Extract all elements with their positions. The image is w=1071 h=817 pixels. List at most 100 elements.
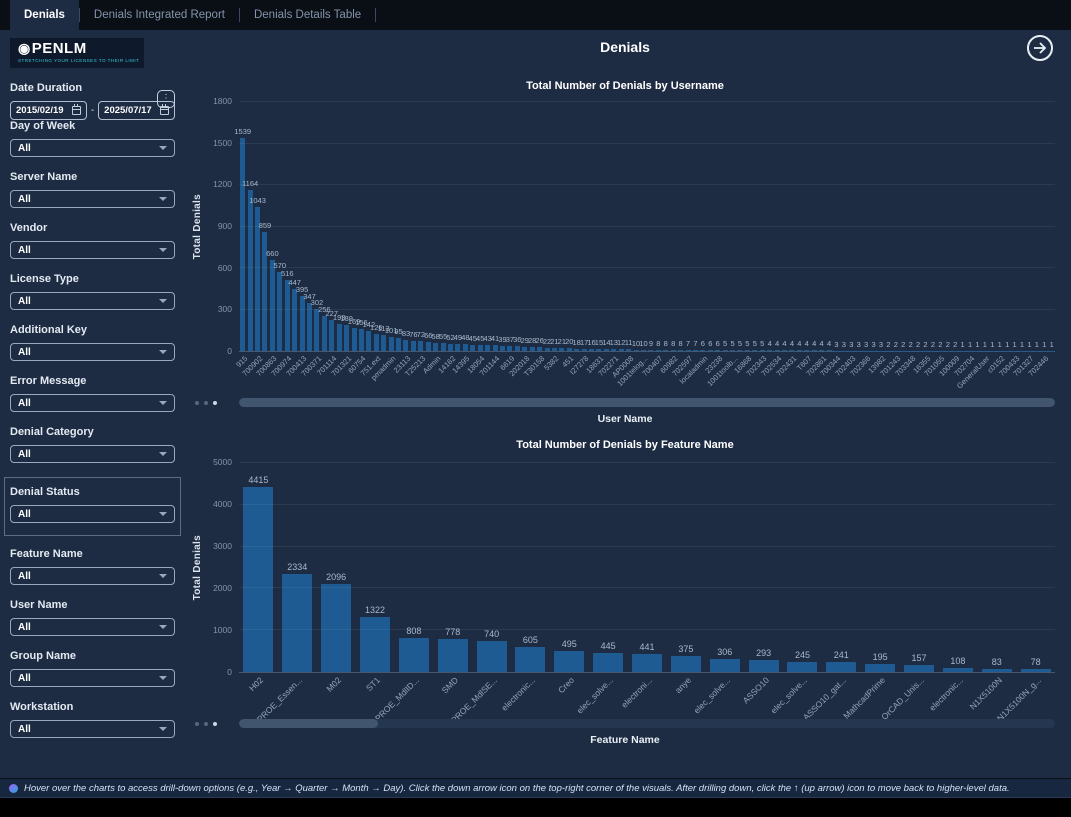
scrollbar-thumb[interactable] [239, 719, 378, 728]
bar[interactable] [603, 349, 609, 351]
bar[interactable] [243, 487, 274, 672]
bar[interactable] [544, 347, 550, 351]
bar[interactable] [589, 348, 595, 351]
group-name-select[interactable]: All [10, 669, 175, 687]
bar[interactable] [247, 189, 253, 351]
bar[interactable] [559, 348, 565, 351]
bar[interactable] [425, 341, 431, 351]
bar[interactable] [593, 653, 624, 672]
bar[interactable] [329, 319, 335, 351]
bar[interactable] [433, 342, 439, 351]
bar[interactable] [782, 350, 787, 351]
bar[interactable] [455, 344, 461, 351]
bar[interactable] [767, 350, 773, 351]
scrollbar-thumb[interactable] [239, 398, 1055, 407]
bar[interactable] [388, 337, 394, 351]
bar[interactable] [759, 350, 765, 351]
bar[interactable] [403, 339, 409, 351]
bar[interactable] [748, 659, 779, 672]
denial-status-select[interactable]: All [10, 505, 175, 523]
bar[interactable] [789, 350, 795, 351]
bar[interactable] [262, 232, 268, 351]
bar[interactable] [507, 345, 513, 351]
bar[interactable] [522, 347, 528, 351]
bar[interactable] [476, 641, 507, 672]
feature-name-select[interactable]: All [10, 567, 175, 585]
bar[interactable] [515, 646, 546, 672]
bar[interactable] [396, 337, 402, 351]
bar[interactable] [715, 350, 721, 351]
bar[interactable] [499, 345, 505, 351]
bar[interactable] [462, 344, 468, 351]
bar[interactable] [307, 303, 312, 351]
bar[interactable] [255, 206, 261, 351]
bar[interactable] [796, 350, 802, 351]
bar[interactable] [554, 651, 585, 672]
bar[interactable] [358, 329, 364, 351]
bar[interactable] [774, 350, 780, 351]
license-type-select[interactable]: All [10, 292, 175, 310]
bar[interactable] [865, 663, 896, 672]
horizontal-scrollbar[interactable] [239, 398, 1055, 407]
bar[interactable] [678, 349, 684, 351]
bar[interactable] [685, 350, 691, 351]
bar[interactable] [611, 349, 617, 351]
bar[interactable] [529, 347, 535, 351]
bar[interactable] [437, 639, 468, 672]
bar[interactable] [344, 324, 350, 351]
bar[interactable] [381, 335, 387, 351]
server-name-select[interactable]: All [10, 190, 175, 208]
bar[interactable] [730, 350, 736, 351]
bar[interactable] [410, 340, 416, 351]
bar[interactable] [707, 350, 713, 351]
bar[interactable] [284, 279, 290, 351]
bar[interactable] [566, 348, 572, 351]
bar[interactable] [448, 343, 454, 351]
bar[interactable] [632, 653, 663, 672]
bar[interactable] [618, 349, 624, 351]
bar[interactable] [826, 350, 832, 351]
more-options-icon[interactable]: ⋮ [157, 90, 175, 108]
bar[interactable] [942, 667, 973, 672]
bar[interactable] [398, 638, 429, 672]
bar[interactable] [787, 661, 818, 672]
bar[interactable] [574, 348, 580, 351]
calendar-icon[interactable] [160, 104, 169, 115]
bar[interactable] [804, 350, 810, 351]
bar[interactable] [722, 350, 728, 351]
workstation-select[interactable]: All [10, 720, 175, 738]
bar[interactable] [700, 350, 706, 351]
bar[interactable] [418, 341, 424, 351]
bar[interactable] [551, 348, 557, 351]
bar[interactable] [477, 344, 483, 351]
bar[interactable] [373, 333, 379, 351]
day-of-week-select[interactable]: All [10, 139, 175, 157]
end-date-input[interactable]: 2025/07/17 [98, 101, 175, 120]
tab-denials-integrated-report[interactable]: Denials Integrated Report [93, 9, 225, 21]
bar[interactable] [492, 345, 498, 351]
bar[interactable] [366, 331, 372, 351]
bar[interactable] [744, 350, 750, 351]
denial-category-select[interactable]: All [10, 445, 175, 463]
bar[interactable] [981, 668, 1012, 672]
next-page-arrow-button[interactable] [1027, 35, 1053, 61]
bar[interactable] [655, 349, 661, 351]
bar[interactable] [269, 259, 275, 351]
bar[interactable] [670, 349, 676, 351]
bar[interactable] [692, 350, 698, 351]
bar[interactable] [321, 315, 327, 351]
user-name-select[interactable]: All [10, 618, 175, 636]
bar[interactable] [277, 272, 283, 351]
bar[interactable] [351, 327, 357, 351]
bar[interactable] [737, 350, 743, 351]
bar[interactable] [648, 349, 654, 351]
bar[interactable] [633, 349, 639, 351]
bar[interactable] [360, 616, 390, 672]
bar[interactable] [752, 350, 758, 351]
bar[interactable] [440, 343, 446, 351]
tab-denials[interactable]: Denials [10, 0, 79, 30]
bar[interactable] [470, 344, 476, 351]
start-date-input[interactable]: 2015/02/19 [10, 101, 87, 120]
bar[interactable] [904, 665, 935, 672]
bar[interactable] [314, 309, 320, 351]
